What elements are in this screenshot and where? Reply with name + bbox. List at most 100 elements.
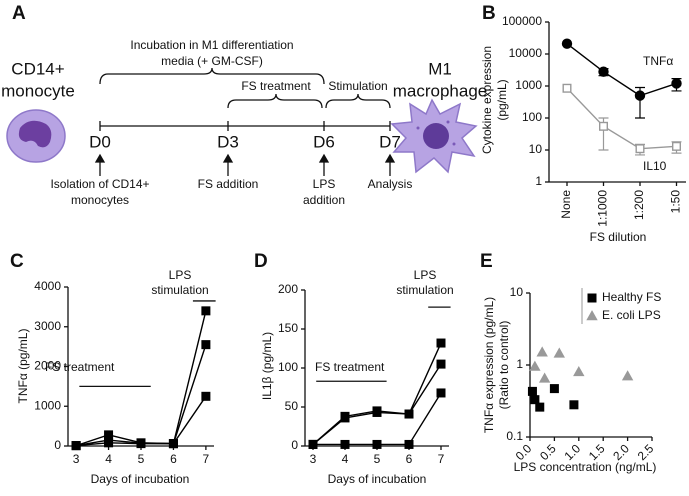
point	[201, 340, 211, 350]
y-tick-label: 50	[285, 399, 299, 413]
point	[536, 346, 548, 357]
point	[553, 347, 565, 358]
brace	[325, 93, 391, 109]
x-tick-label: 6	[170, 452, 177, 466]
series-line	[313, 392, 442, 446]
point	[586, 310, 598, 321]
x-tick-label: 6	[406, 452, 413, 466]
x-tick-label: 1:1000	[596, 190, 610, 227]
y-tick-label: 1	[535, 174, 542, 188]
series-line	[566, 87, 677, 150]
y-tick-label: 1	[516, 357, 523, 371]
x-axis-label: Days of incubation	[328, 472, 427, 486]
y-tick-label: 150	[278, 321, 298, 335]
annotation: FS treatment	[315, 360, 385, 374]
y-axis-label: Cytokine expression	[480, 46, 494, 154]
brace-label: Incubation in M1 differentiation	[130, 38, 293, 52]
x-tick-label: 5	[138, 452, 145, 466]
arrow-head	[94, 153, 106, 163]
point	[635, 144, 645, 154]
point	[436, 388, 446, 398]
event-label: FS addition	[198, 177, 259, 191]
cell-label: CD14+	[11, 59, 64, 78]
y-tick-label: 100	[278, 360, 298, 374]
point	[535, 402, 545, 412]
y-tick-label: 0	[291, 438, 298, 452]
x-tick-label: 3	[73, 452, 80, 466]
day-label: D0	[89, 132, 111, 151]
point	[529, 360, 541, 371]
series-line	[312, 363, 442, 445]
y-tick-label: 200	[278, 282, 298, 296]
cell-label: monocyte	[1, 81, 75, 100]
point	[672, 141, 682, 151]
point	[404, 409, 414, 419]
x-axis-label: Days of incubation	[91, 472, 190, 486]
cell-label: macrophage	[393, 81, 488, 100]
annotation: LPS	[169, 268, 192, 282]
granule-icon	[416, 126, 420, 130]
granule-icon	[446, 120, 450, 124]
y-tick-label: 10	[529, 142, 543, 156]
point	[372, 439, 382, 449]
point	[671, 78, 682, 89]
y-axis-label: TNFα expression (pg/mL)	[482, 297, 496, 433]
y-tick-label: 10000	[509, 46, 543, 60]
point	[436, 359, 446, 369]
nucleus-icon	[18, 120, 52, 148]
point	[308, 439, 318, 449]
point	[573, 366, 585, 377]
point	[340, 439, 350, 449]
event-label: LPS	[313, 177, 336, 191]
series-line	[566, 43, 677, 97]
point	[404, 439, 414, 449]
brace	[99, 67, 325, 85]
y-tick-label: 3000	[34, 319, 61, 333]
x-tick-label: 7	[438, 452, 445, 466]
annotation: stimulation	[151, 283, 208, 297]
y-axis-label: (Ratio to control)	[497, 321, 511, 410]
point	[549, 384, 559, 394]
event-label: Isolation of CD14+	[50, 177, 149, 191]
brace	[227, 93, 323, 109]
point	[599, 121, 609, 131]
arrow-head	[222, 153, 234, 163]
cell-label: M1	[428, 59, 452, 78]
point	[168, 439, 178, 449]
day-label: D7	[379, 132, 401, 151]
arrow-head	[318, 153, 330, 163]
panel-label: D	[254, 251, 268, 272]
y-tick-label: 1000	[515, 78, 542, 92]
arrow-head	[384, 153, 396, 163]
annotation: stimulation	[396, 283, 453, 297]
x-tick-label: 1:200	[632, 190, 646, 220]
point	[634, 90, 646, 101]
brace-label: FS treatment	[241, 79, 311, 93]
x-tick-label: 4	[105, 452, 112, 466]
point	[562, 83, 572, 93]
brace-label: Stimulation	[328, 79, 387, 93]
day-label: D6	[313, 132, 335, 151]
legend-label: Healthy FS	[602, 290, 661, 304]
series-label: IL10	[643, 159, 667, 173]
panel-label: B	[482, 3, 496, 24]
point	[71, 441, 81, 451]
y-tick-label: 100	[522, 110, 542, 124]
nucleus-icon	[423, 123, 449, 149]
annotation: LPS	[414, 268, 437, 282]
y-tick-label: 0.1	[506, 429, 523, 443]
point	[372, 407, 382, 417]
y-tick-label: 2000	[34, 359, 61, 373]
point	[201, 306, 211, 316]
diagram: CD14+ monocyte M1 macrophage Incubation …	[1, 38, 487, 207]
brace-label: media (+ GM-CSF)	[161, 54, 263, 68]
x-axis-label: FS dilution	[590, 230, 647, 244]
x-tick-label: 3	[310, 452, 317, 466]
x-axis-label: LPS concentration (ng/mL)	[514, 460, 657, 474]
granule-icon	[452, 142, 456, 146]
day-label: D3	[217, 132, 239, 151]
panel-label: E	[480, 251, 493, 272]
x-tick-label: 4	[342, 452, 349, 466]
y-axis-label: (pg/mL)	[495, 79, 509, 120]
